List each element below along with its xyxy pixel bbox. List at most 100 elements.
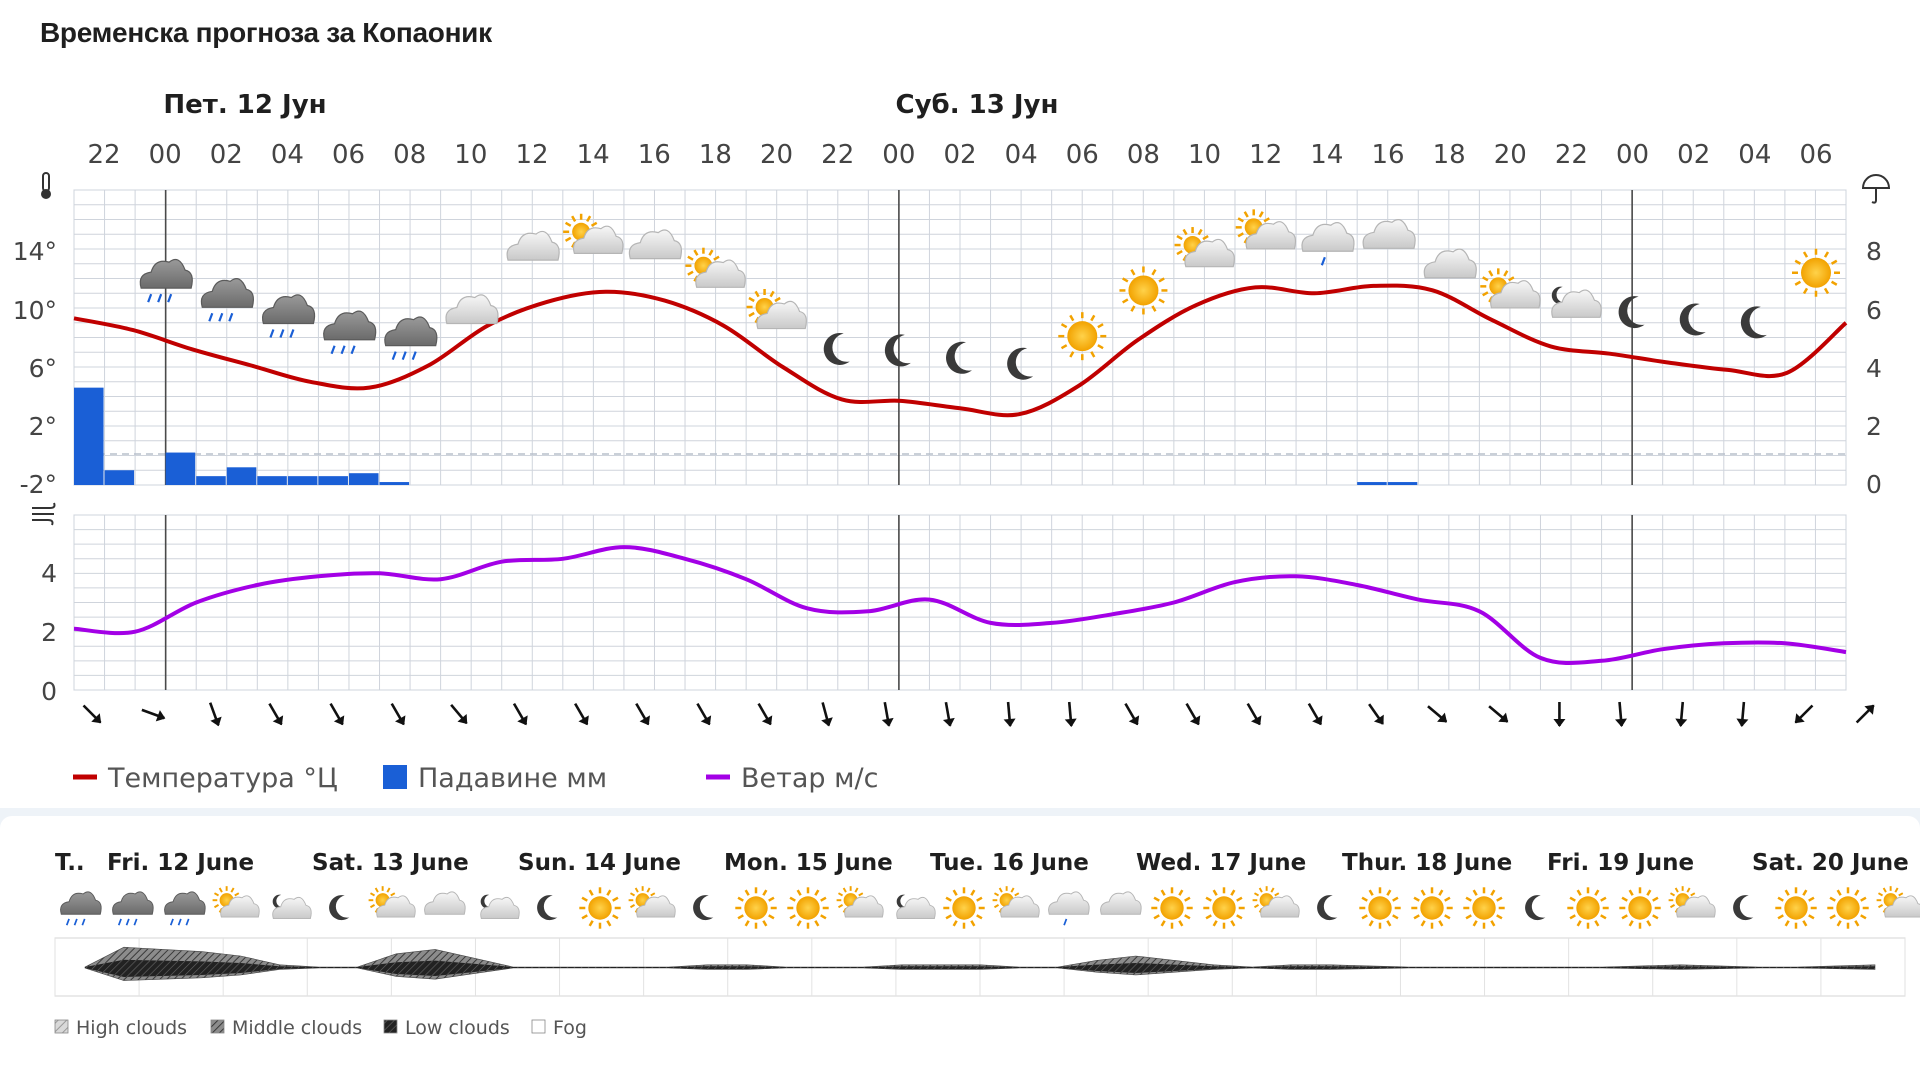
sun-icon (1463, 887, 1505, 929)
partly-cloudy-night-icon (1551, 286, 1602, 318)
sun-icon-ray (1237, 217, 1244, 223)
sun-icon-ray (1802, 920, 1808, 927)
sun-icon-ray (1230, 889, 1236, 896)
wind-arrow (390, 702, 406, 726)
rain-icon (323, 310, 377, 355)
sun-icon-ray (1898, 892, 1904, 897)
sun-icon-ray (369, 892, 376, 897)
moon-icon-shape (272, 894, 284, 909)
wind-arrow (1003, 701, 1016, 727)
partly-cloudy-icon (1480, 268, 1541, 309)
rain-drop (167, 293, 173, 303)
sun-icon-ray (1829, 896, 1836, 902)
partly-cloudy-icon (212, 886, 260, 918)
sun-icon-ray (1270, 887, 1275, 893)
cloud-icon-shape (1260, 895, 1300, 918)
moon-icon-shape (1007, 347, 1034, 380)
sun-icon-ray (588, 920, 594, 927)
sun-icon-ray (629, 904, 636, 909)
sun-icon-ray (789, 914, 796, 920)
sun-icon-ray (1258, 887, 1263, 893)
tick-label-x: 14 (1310, 140, 1343, 170)
rain-drop (279, 329, 285, 338)
cloud-icon-shape (376, 895, 416, 918)
cloud-icon-shape (1551, 289, 1602, 318)
moon-icon-shape (693, 895, 714, 921)
sun-icon-ray (1860, 896, 1867, 902)
sun-icon-ray (945, 896, 952, 902)
wind-arrow-head (1312, 715, 1323, 726)
tick-label-x: 02 (1677, 140, 1710, 170)
cloud-legend-label: Fog (553, 1017, 587, 1039)
moon-icon-shape (896, 894, 908, 909)
temp-tick-label: 10° (13, 296, 57, 325)
wind-arrow-head (1064, 718, 1077, 727)
wind-arrow (1246, 702, 1262, 726)
cloud-icon (1100, 891, 1142, 915)
wind-arrow-head (821, 717, 833, 727)
rain-drop (350, 345, 356, 355)
sun-icon-ray (1160, 889, 1166, 896)
rain-drop (208, 312, 214, 322)
rain-cloud-icon (139, 258, 193, 289)
sun-icon-ray (581, 896, 588, 902)
sun-icon-ray (748, 296, 755, 303)
cloud-icon (220, 895, 260, 918)
day-label: Mon. 15 June (724, 850, 893, 876)
temp-tick-label: 14° (13, 237, 57, 266)
sun-icon-ray (234, 892, 240, 897)
cloud-icon-shape (164, 891, 206, 915)
sun-icon-ray (768, 896, 775, 902)
sun-icon (1151, 887, 1193, 929)
sun-icon (1359, 887, 1401, 929)
sun-icon (1792, 248, 1840, 297)
rain-icon (139, 258, 193, 303)
cloudy-rain-icon (1048, 891, 1090, 926)
rain-cloud-icon (200, 278, 255, 308)
temp-tick-label: 6° (29, 354, 57, 383)
tick-label-x: 18 (699, 140, 732, 170)
sun-icon (1827, 887, 1869, 929)
sun-icon-ray (796, 889, 802, 896)
day-header: Пет. 12 Јун (163, 90, 326, 120)
moon-icon-shape (480, 894, 492, 909)
partly-cloudy-icon (836, 886, 884, 918)
cloudy-rain-icon (1301, 222, 1355, 266)
wind-arrow-head (457, 713, 468, 724)
sun-icon-ray (1236, 914, 1243, 920)
rain-drop (177, 918, 182, 926)
umbrella-icon (1861, 174, 1891, 204)
cloud-icon-shape (695, 259, 746, 288)
precip-bar (104, 470, 135, 485)
sun-icon-disc (1472, 896, 1496, 920)
tick-label-x: 14 (577, 140, 610, 170)
sun-icon-ray (1621, 914, 1628, 920)
sun-icon-ray (1646, 889, 1652, 896)
precip-tick-label: 8 (1866, 237, 1882, 266)
tick-label-x: 22 (1555, 140, 1588, 170)
sun-icon-ray (713, 255, 720, 261)
rain-drop (117, 918, 122, 926)
rain-cloud-icon (261, 294, 316, 325)
cloud-icon (424, 891, 466, 915)
cloud-icon (376, 895, 416, 918)
sun-icon-ray (1576, 889, 1582, 896)
cloud-icon (636, 895, 676, 918)
wind-arrow-head (881, 717, 894, 727)
sun-icon-disc (1576, 896, 1600, 920)
wind-arrow (1855, 704, 1875, 724)
sun-icon-ray (1130, 269, 1136, 276)
wind-arrow-head (155, 710, 166, 722)
rain-cloud-icon (60, 891, 102, 915)
sun-icon-ray (1488, 270, 1494, 277)
tick-label-x: 00 (882, 140, 915, 170)
wind-arrow (696, 702, 712, 726)
sun-icon-ray (1882, 887, 1887, 893)
sun-icon-ray (629, 892, 636, 897)
moon-icon (272, 894, 284, 909)
sun-icon-ray (1097, 323, 1104, 329)
cloud-icon (480, 896, 520, 920)
wind-arrow-head (761, 715, 773, 726)
cloud-icon-shape (1362, 219, 1416, 249)
day-label: Sat. 13 June (312, 850, 469, 876)
